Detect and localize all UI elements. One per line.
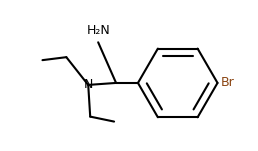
Text: N: N [84, 78, 93, 91]
Text: H₂N: H₂N [86, 24, 110, 37]
Text: Br: Br [221, 76, 234, 89]
